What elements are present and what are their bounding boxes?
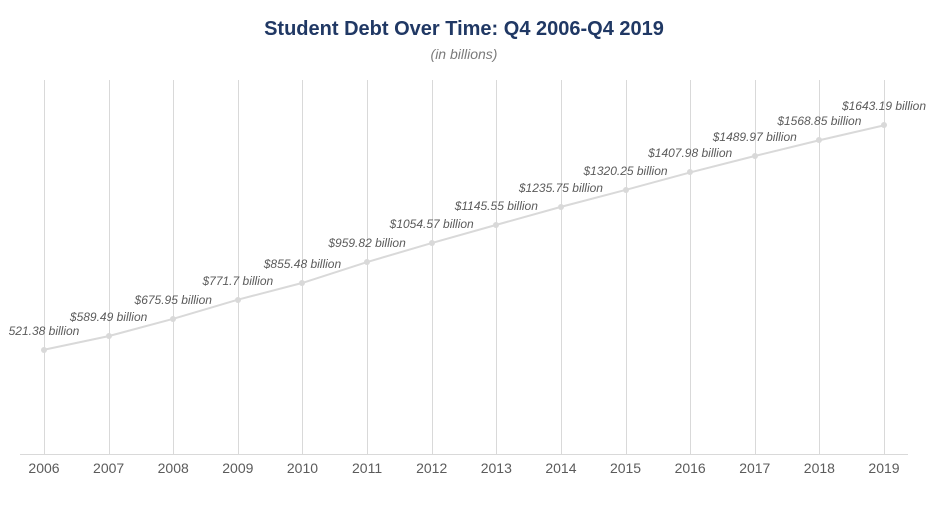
data-point <box>558 204 564 210</box>
data-label: $1145.55 billion <box>455 199 538 213</box>
data-point <box>106 333 112 339</box>
data-point <box>881 122 887 128</box>
data-label: $771.7 billion <box>202 274 273 288</box>
data-point <box>687 169 693 175</box>
data-label: $1054.57 billion <box>390 217 474 231</box>
data-point <box>235 297 241 303</box>
data-point <box>752 153 758 159</box>
data-point <box>299 280 305 286</box>
data-label: $855.48 billion <box>264 257 341 271</box>
data-point <box>41 347 47 353</box>
data-label: $959.82 billion <box>328 236 405 250</box>
data-label: $1320.25 billion <box>583 164 667 178</box>
data-point <box>816 137 822 143</box>
chart-subtitle: (in billions) <box>0 46 928 62</box>
data-point <box>493 222 499 228</box>
data-point <box>429 240 435 246</box>
plot-area: 2006200720082009201020112012201320142015… <box>20 80 908 482</box>
chart-container: Student Debt Over Time: Q4 2006-Q4 2019 … <box>0 0 928 524</box>
data-point <box>170 316 176 322</box>
chart-title: Student Debt Over Time: Q4 2006-Q4 2019 <box>0 18 928 41</box>
data-label: $589.49 billion <box>70 310 147 324</box>
data-label: $675.95 billion <box>135 293 212 307</box>
data-label: 521.38 billion <box>9 324 80 338</box>
data-label: $1235.75 billion <box>519 181 603 195</box>
data-label: $1568.85 billion <box>777 114 861 128</box>
data-point <box>364 259 370 265</box>
data-label: $1489.97 billion <box>713 130 797 144</box>
data-label: $1643.19 billion <box>842 99 926 113</box>
data-label: $1407.98 billion <box>648 146 732 160</box>
data-point <box>623 187 629 193</box>
